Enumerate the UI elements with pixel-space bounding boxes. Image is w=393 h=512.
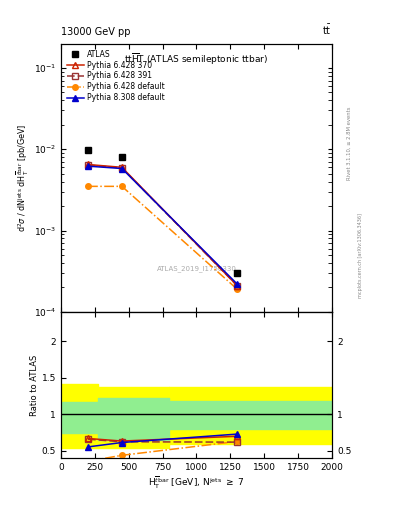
Text: mcplots.cern.ch [arXiv:1306.3436]: mcplots.cern.ch [arXiv:1306.3436] (358, 214, 363, 298)
Text: ATLAS_2019_I1750330: ATLAS_2019_I1750330 (156, 266, 237, 272)
X-axis label: H$_{\rm T}^{\overline{t}{\rm bar}}$ [GeV], N$^{\rm jets}$ $\geq$ 7: H$_{\rm T}^{\overline{t}{\rm bar}}$ [GeV… (148, 475, 245, 492)
Y-axis label: d$^2\sigma$ / dN$^{\rm jets}$ dH$_{\rm T}^{\overline{t}{\rm bar}}$ [pb/GeV]: d$^2\sigma$ / dN$^{\rm jets}$ dH$_{\rm T… (15, 123, 31, 232)
Text: 13000 GeV pp: 13000 GeV pp (61, 27, 130, 37)
Text: t$\bar{\rm t}$: t$\bar{\rm t}$ (323, 23, 332, 37)
Text: Rivet 3.1.10, ≥ 2.8M events: Rivet 3.1.10, ≥ 2.8M events (347, 106, 352, 180)
Y-axis label: Ratio to ATLAS: Ratio to ATLAS (30, 354, 39, 416)
Text: tt$\overline{\rm H}$T (ATLAS semileptonic ttbar): tt$\overline{\rm H}$T (ATLAS semileptoni… (125, 52, 268, 67)
Legend: ATLAS, Pythia 6.428 370, Pythia 6.428 391, Pythia 6.428 default, Pythia 8.308 de: ATLAS, Pythia 6.428 370, Pythia 6.428 39… (65, 47, 167, 104)
